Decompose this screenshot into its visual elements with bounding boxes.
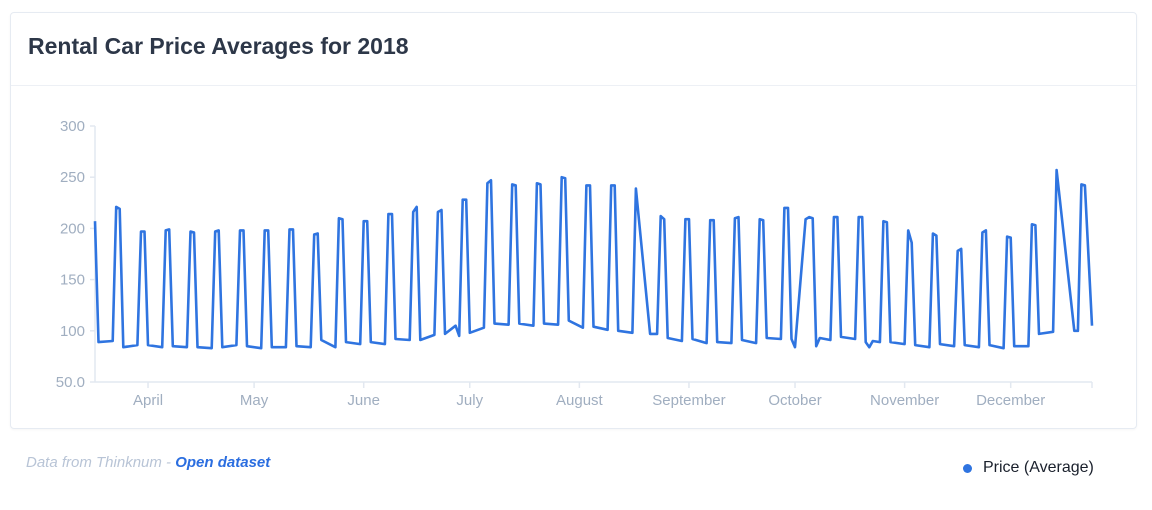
y-tick-label: 200	[60, 220, 85, 237]
card-header: Rental Car Price Averages for 2018	[11, 13, 1136, 86]
legend[interactable]: Price (Average)	[963, 459, 1094, 477]
y-tick-label: 250	[60, 169, 85, 186]
y-tick-label: 300	[60, 118, 85, 135]
chart-title: Rental Car Price Averages for 2018	[28, 33, 409, 59]
x-tick-label: June	[347, 392, 380, 409]
x-tick-label: August	[556, 392, 604, 409]
open-dataset-link[interactable]: Open dataset	[175, 454, 271, 471]
legend-label: Price (Average)	[983, 459, 1094, 476]
x-tick-label: May	[240, 392, 269, 409]
chart-card: Rental Car Price Averages for 2018	[10, 12, 1137, 429]
x-tick-label: September	[652, 392, 725, 409]
x-tick-label: July	[456, 392, 483, 409]
x-tick-label: April	[133, 392, 163, 409]
y-tick-label: 50.0	[56, 374, 85, 391]
series-line-price-average	[93, 168, 1094, 350]
x-tick-label: December	[976, 392, 1045, 409]
x-tick-label: November	[870, 392, 939, 409]
y-tick-label: 150	[60, 272, 85, 289]
x-tick-label: October	[768, 392, 821, 409]
legend-dot-icon	[963, 463, 972, 473]
source-text: Data from Thinknum -	[26, 454, 176, 471]
data-source: Data from Thinknum - Open dataset	[26, 454, 270, 471]
y-tick-label: 100	[60, 323, 85, 340]
